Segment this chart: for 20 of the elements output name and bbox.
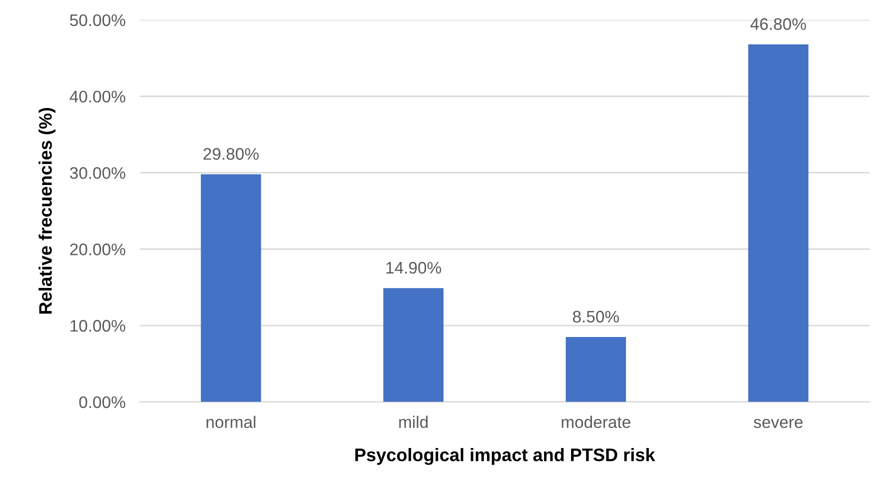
y-tick-label: 20.00% xyxy=(70,244,126,256)
bar xyxy=(566,336,626,402)
x-tick-label: mild xyxy=(399,416,428,428)
y-axis-title: Relative frecuencies (%) xyxy=(38,108,56,314)
y-tick-label: 30.00% xyxy=(70,167,126,179)
y-tick-label: 10.00% xyxy=(70,320,126,332)
data-label: 46.80% xyxy=(750,18,806,30)
data-label: 8.50% xyxy=(572,310,619,323)
x-axis-title: Psycological impact and PTSD risk xyxy=(355,448,656,465)
bar xyxy=(200,174,262,402)
bar xyxy=(383,288,444,402)
y-tick-label: 0.00% xyxy=(79,396,126,408)
x-tick-label: moderate xyxy=(562,416,630,428)
y-tick-label: 50.00% xyxy=(70,14,126,26)
x-tick-label: normal xyxy=(206,416,256,428)
x-tick-label: severe xyxy=(754,418,803,428)
bar xyxy=(748,44,808,402)
data-label: 14.90% xyxy=(386,262,442,274)
y-tick-label: 40.00% xyxy=(70,90,126,103)
data-label: 29.80% xyxy=(204,148,259,160)
